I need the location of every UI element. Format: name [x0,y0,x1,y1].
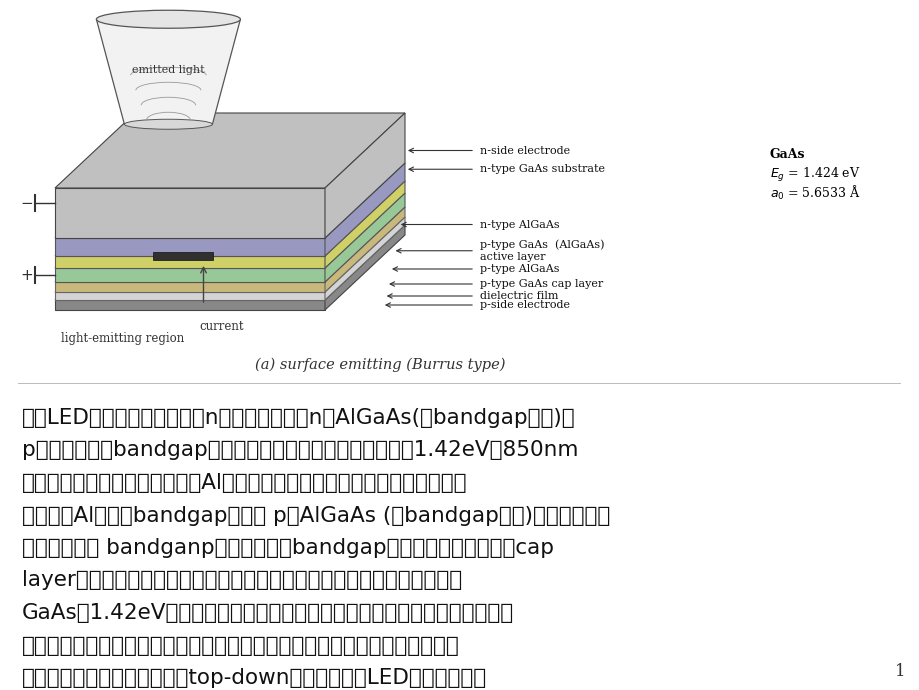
Text: 质结构，即小 bandganp材料夹在个大bandgap材料之间；随后是一层cap: 质结构，即小 bandganp材料夹在个大bandgap材料之间；随后是一层ca… [22,538,553,558]
Polygon shape [55,113,404,188]
Polygon shape [55,217,404,292]
Polygon shape [324,163,404,256]
Text: 体中增加Al，会使bandgap变大， p型AlGaAs (大bandgap材料)，器件为双异: 体中增加Al，会使bandgap变大， p型AlGaAs (大bandgap材料… [22,506,609,526]
Polygon shape [324,207,404,292]
Text: p-type GaAs  (AlGaAs)
active layer: p-type GaAs (AlGaAs) active layer [480,239,604,262]
Polygon shape [55,163,404,238]
Text: 过来，在基板上挖个洞，形成top-down方式。大部分LED都是面射型。: 过来，在基板上挖个洞，形成top-down方式。大部分LED都是面射型。 [22,668,486,688]
Polygon shape [324,181,404,268]
Text: p-type GaAs cap layer: p-type GaAs cap layer [480,279,603,289]
Polygon shape [324,217,404,300]
Text: 1: 1 [893,664,904,680]
Text: GaAs，1.42eV，发红外光，只要波长短于红外的光，它会吸收所有可见光，: GaAs，1.42eV，发红外光，只要波长短于红外的光，它会吸收所有可见光， [22,603,514,623]
Text: emitted light: emitted light [132,65,205,75]
Polygon shape [153,252,213,260]
Polygon shape [55,225,404,300]
Text: 附近，红外范围，可以通过调整Al的含量，使之在红光范围发光；化合物半导: 附近，红外范围，可以通过调整Al的含量，使之在红光范围发光；化合物半导 [22,473,467,493]
Polygon shape [55,292,324,300]
Ellipse shape [124,119,212,129]
Text: (a) surface emitting (Burrus type): (a) surface emitting (Burrus type) [255,358,505,372]
Text: p-type AlGaAs: p-type AlGaAs [480,264,559,274]
Text: layer，介电层，电极。此图是长完累晶层后翻过来的结果，原因：基板是: layer，介电层，电极。此图是长完累晶层后翻过来的结果，原因：基板是 [22,571,461,591]
Polygon shape [55,188,324,238]
Text: n-side electrode: n-side electrode [480,146,570,155]
Text: +: + [20,268,33,282]
Polygon shape [55,282,324,292]
Text: p型活跃层（小bandgap材料），即发光层，决定发光波长，1.42eV，850nm: p型活跃层（小bandgap材料），即发光层，决定发光波长，1.42eV，850… [22,440,578,460]
Polygon shape [324,193,404,282]
Text: n-type AlGaAs: n-type AlGaAs [480,219,559,230]
Polygon shape [55,207,404,282]
Text: −: − [20,195,33,210]
Polygon shape [55,256,324,268]
Text: $a_0$ = 5.6533 Å: $a_0$ = 5.6533 Å [769,184,860,202]
Text: p-side electrode: p-side electrode [480,300,570,310]
Polygon shape [324,113,404,238]
Text: 红光LED结构：从上向下看，n型瞄化鎊基板、n型AlGaAs(大bandgap材料)、: 红光LED结构：从上向下看，n型瞄化鎊基板、n型AlGaAs(大bandgap材… [22,408,575,428]
Polygon shape [55,300,324,310]
Polygon shape [324,225,404,310]
Text: current: current [199,320,244,333]
Text: 造成中间发光层发出的光全部被基板吸掉，至少有一半的光被吸掉，所以要翻: 造成中间发光层发出的光全部被基板吸掉，至少有一半的光被吸掉，所以要翻 [22,635,459,656]
Text: n-type GaAs substrate: n-type GaAs substrate [480,164,605,175]
Text: $E_g$ = 1.424 eV: $E_g$ = 1.424 eV [769,166,859,184]
Text: dielectric film: dielectric film [480,291,558,301]
Text: light-emitting region: light-emitting region [61,332,184,345]
Ellipse shape [96,10,240,28]
Polygon shape [55,181,404,256]
Polygon shape [55,193,404,268]
Polygon shape [55,268,324,282]
Polygon shape [96,19,240,124]
Text: GaAs: GaAs [769,148,805,161]
Polygon shape [55,238,324,256]
